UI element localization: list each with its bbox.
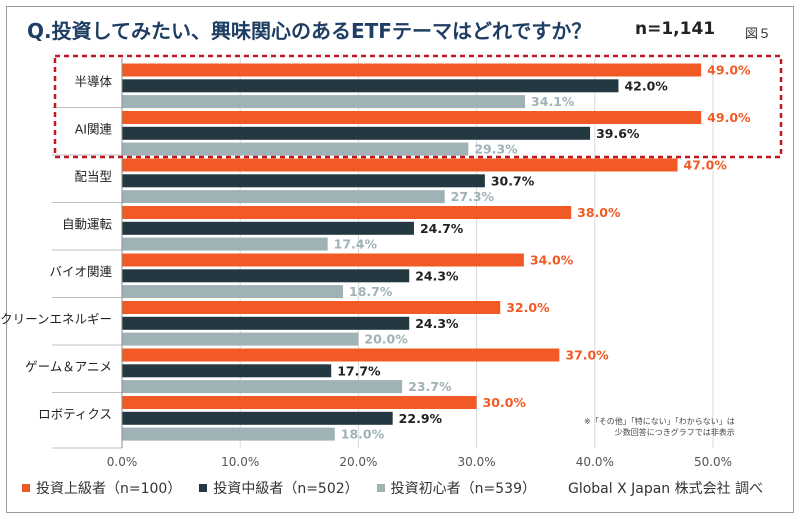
bar xyxy=(122,158,678,172)
highlight-box xyxy=(53,54,783,159)
bar xyxy=(122,111,702,124)
data-label: 17.4% xyxy=(334,237,378,252)
bar xyxy=(122,396,477,409)
source-credit: Global X Japan 株式会社 調べ xyxy=(567,481,764,497)
bar xyxy=(122,221,414,235)
legend-item-beginner: 投資初心者（n=539） xyxy=(376,478,536,498)
bar xyxy=(122,190,445,204)
data-label: 34.0% xyxy=(530,253,574,268)
category-label: ロボティクス xyxy=(38,407,112,422)
data-label: 17.7% xyxy=(337,363,381,378)
category-label: ゲーム＆アニメ xyxy=(25,359,112,374)
data-label: 20.0% xyxy=(364,332,408,347)
data-label: 49.0% xyxy=(707,110,751,125)
bar xyxy=(122,316,410,330)
data-label: 18.0% xyxy=(341,427,385,442)
category-label: AI関連 xyxy=(75,122,113,137)
data-label: 30.7% xyxy=(491,173,535,188)
category-label: クリーンエネルギー xyxy=(0,312,112,327)
data-label: 42.0% xyxy=(624,78,668,93)
figure-label: 図５ xyxy=(745,27,772,42)
data-label: 32.0% xyxy=(506,300,550,315)
bar xyxy=(122,332,359,346)
bar xyxy=(122,427,335,441)
data-label: 38.0% xyxy=(577,205,621,220)
bar xyxy=(122,174,485,188)
data-label: 23.7% xyxy=(408,379,452,394)
data-label: 29.3% xyxy=(474,142,518,157)
legend-swatch-beginner xyxy=(376,484,385,492)
legend-label-advanced: 投資上級者（n=100） xyxy=(36,481,182,497)
data-label: 34.1% xyxy=(531,94,575,109)
bar xyxy=(122,95,526,109)
footnote: ※「その他」「特にない」「わからない」は 少数回答につきグラフでは非表示 xyxy=(584,416,735,438)
legend: 投資上級者（n=100） 投資中級者（n=502） 投資初心者（n=539） G… xyxy=(22,478,763,498)
bar xyxy=(122,364,332,378)
bar xyxy=(122,348,560,362)
data-label: 49.0% xyxy=(707,63,751,78)
legend-swatch-intermediate xyxy=(199,484,208,492)
bar xyxy=(122,63,702,77)
bar xyxy=(122,411,393,425)
data-label: 24.3% xyxy=(415,316,459,331)
data-label: 24.3% xyxy=(415,268,459,283)
x-tick-label: 30.0% xyxy=(458,455,496,469)
category-label: 配当型 xyxy=(74,169,112,184)
bar xyxy=(122,206,572,219)
category-label: 半導体 xyxy=(74,74,112,89)
x-tick-label: 20.0% xyxy=(339,455,377,469)
bar xyxy=(122,380,403,394)
x-tick-label: 50.0% xyxy=(694,455,732,469)
data-label: 27.3% xyxy=(451,189,495,204)
bar xyxy=(122,79,619,93)
bar xyxy=(122,237,328,251)
x-tick-label: 10.0% xyxy=(221,455,259,469)
data-label: 22.9% xyxy=(399,411,443,426)
data-label: 30.0% xyxy=(483,395,527,410)
data-label: 47.0% xyxy=(684,158,728,173)
data-label: 18.7% xyxy=(349,284,393,299)
legend-item-intermediate: 投資中級者（n=502） xyxy=(199,478,359,498)
x-tick-label: 40.0% xyxy=(576,455,614,469)
legend-item-advanced: 投資上級者（n=100） xyxy=(22,478,181,498)
footnote-line: ※「その他」「特にない」「わからない」は xyxy=(584,417,735,426)
bar xyxy=(122,285,344,299)
footnote-line: 少数回答につきグラフでは非表示 xyxy=(614,428,735,437)
sample-size: n=1,141 xyxy=(635,19,716,39)
bar xyxy=(122,126,591,140)
category-label: 自動運転 xyxy=(62,217,113,232)
bar xyxy=(122,142,469,156)
data-label: 37.0% xyxy=(565,348,609,363)
bar xyxy=(122,269,410,283)
chart-title: Q.投資してみたい、興味関心のあるETFテーマはどれですか？ xyxy=(27,19,592,43)
bar xyxy=(122,253,524,267)
legend-label-beginner: 投資初心者（n=539） xyxy=(390,481,536,497)
legend-label-intermediate: 投資中級者（n=502） xyxy=(213,481,359,497)
category-label: バイオ関連 xyxy=(49,264,112,279)
data-label: 39.6% xyxy=(596,126,640,141)
data-label: 24.7% xyxy=(420,221,464,236)
bar xyxy=(122,301,501,314)
x-tick-label: 0.0% xyxy=(107,455,138,469)
legend-swatch-advanced xyxy=(22,484,30,492)
